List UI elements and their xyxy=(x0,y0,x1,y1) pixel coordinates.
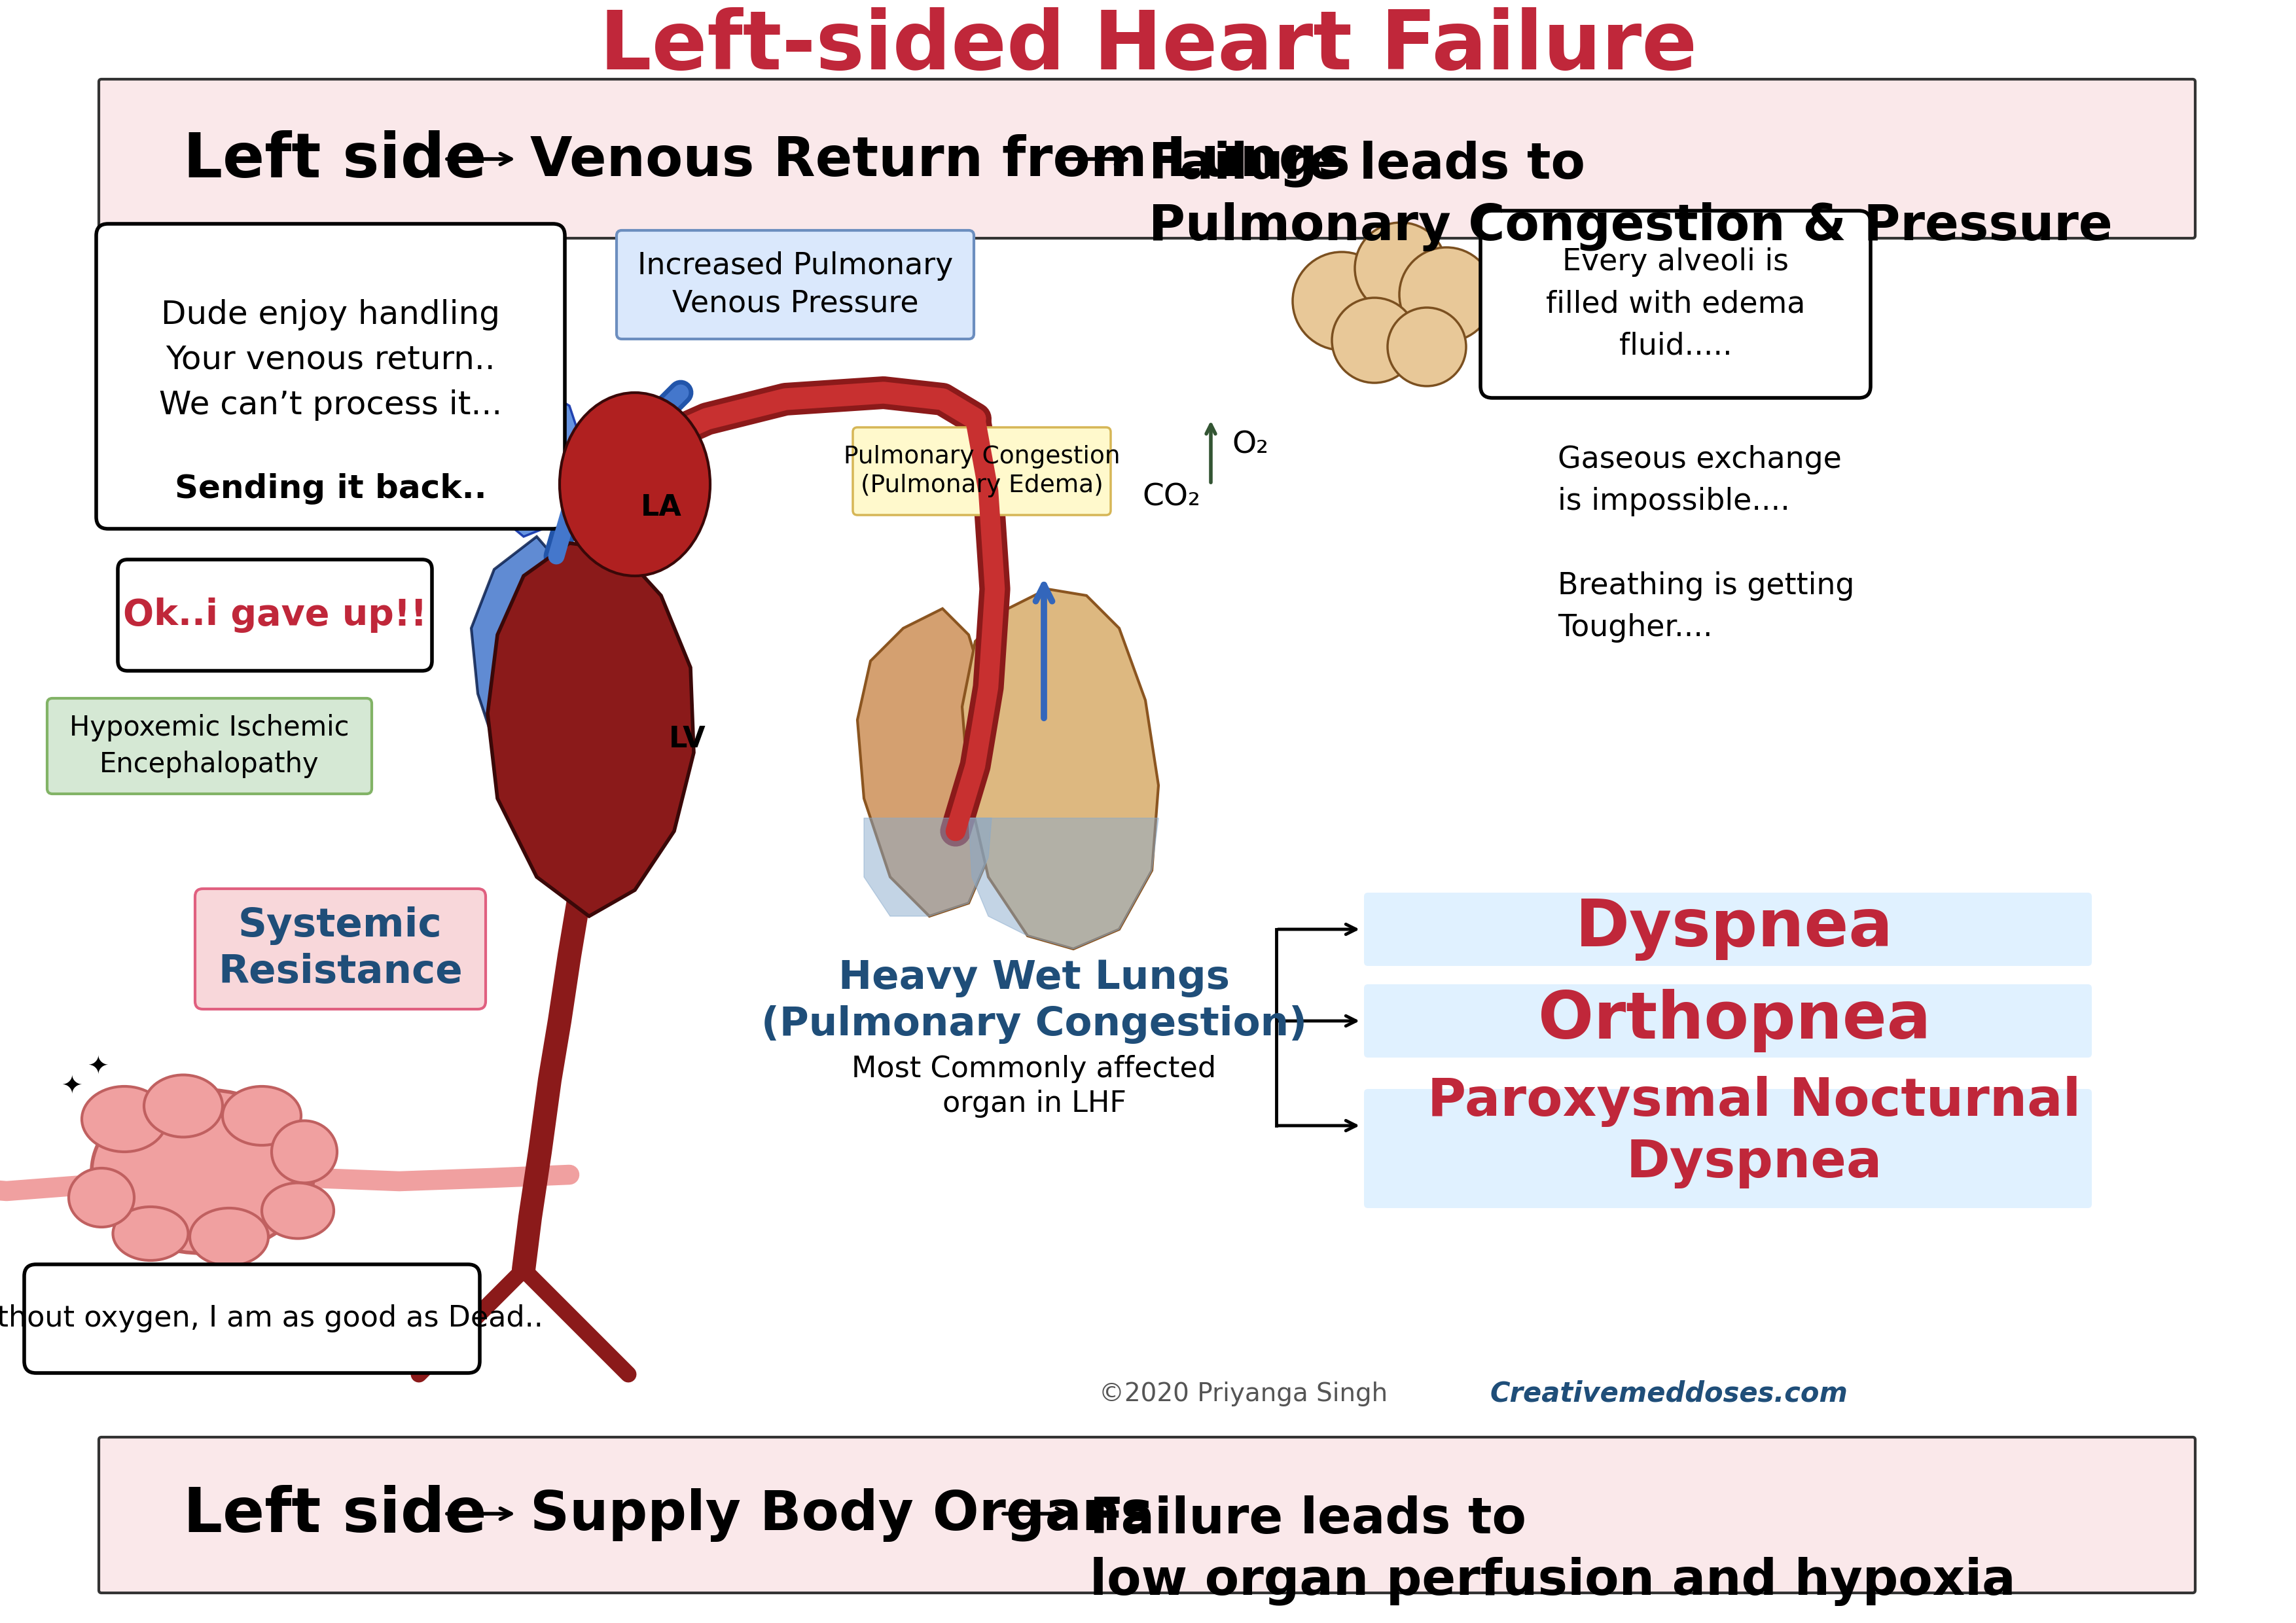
FancyBboxPatch shape xyxy=(618,230,974,339)
Text: Pulmonary Congestion
(Pulmonary Edema): Pulmonary Congestion (Pulmonary Edema) xyxy=(843,445,1120,498)
Ellipse shape xyxy=(145,1074,223,1138)
Polygon shape xyxy=(856,609,994,917)
Text: Dyspnea: Dyspnea xyxy=(1575,898,1894,961)
Polygon shape xyxy=(863,818,992,917)
Ellipse shape xyxy=(69,1169,133,1227)
Text: Sending it back..: Sending it back.. xyxy=(174,472,487,505)
Text: Increased Pulmonary
Venous Pressure: Increased Pulmonary Venous Pressure xyxy=(638,252,953,318)
Circle shape xyxy=(1398,247,1495,341)
FancyBboxPatch shape xyxy=(48,698,372,794)
FancyBboxPatch shape xyxy=(99,1436,2195,1592)
Ellipse shape xyxy=(83,1086,168,1152)
Text: Left-sided Heart Failure: Left-sided Heart Failure xyxy=(599,8,1697,86)
Text: Left side: Left side xyxy=(184,130,487,190)
FancyBboxPatch shape xyxy=(25,1264,480,1373)
Text: Every alveoli is
filled with edema
fluid.....: Every alveoli is filled with edema fluid… xyxy=(1545,248,1805,360)
Text: Supply Body Organs: Supply Body Organs xyxy=(530,1488,1153,1542)
Text: Paroxysmal Nocturnal
Dyspnea: Paroxysmal Nocturnal Dyspnea xyxy=(1428,1076,2080,1188)
Text: Without oxygen, I am as good as Dead..: Without oxygen, I am as good as Dead.. xyxy=(0,1305,544,1332)
Text: ©2020 Priyanga Singh: ©2020 Priyanga Singh xyxy=(1100,1381,1387,1407)
Ellipse shape xyxy=(262,1183,333,1238)
Text: LA: LA xyxy=(641,493,682,521)
FancyBboxPatch shape xyxy=(1364,984,2092,1058)
Polygon shape xyxy=(969,818,1159,949)
Text: Failure leads to
Pulmonary Congestion & Pressure: Failure leads to Pulmonary Congestion & … xyxy=(1148,141,2112,252)
Ellipse shape xyxy=(113,1208,188,1261)
Ellipse shape xyxy=(271,1121,338,1183)
Ellipse shape xyxy=(223,1086,301,1146)
Circle shape xyxy=(1387,308,1467,386)
FancyBboxPatch shape xyxy=(117,560,432,670)
Polygon shape xyxy=(464,386,583,537)
Text: Venous Return from Lungs: Venous Return from Lungs xyxy=(530,133,1350,187)
Text: LV: LV xyxy=(668,725,705,753)
Ellipse shape xyxy=(92,1089,315,1253)
Ellipse shape xyxy=(191,1208,269,1266)
Text: Left side: Left side xyxy=(184,1485,487,1545)
Text: Creativemeddoses.com: Creativemeddoses.com xyxy=(1490,1380,1848,1407)
Text: Orthopnea: Orthopnea xyxy=(1538,988,1931,1053)
Circle shape xyxy=(1332,297,1417,383)
Polygon shape xyxy=(471,537,583,799)
Text: Dude enjoy handling
Your venous return..
We can’t process it...: Dude enjoy handling Your venous return..… xyxy=(158,299,503,420)
FancyBboxPatch shape xyxy=(195,889,487,1010)
Circle shape xyxy=(1355,222,1446,315)
Text: Hypoxemic Ischemic
Encephalopathy: Hypoxemic Ischemic Encephalopathy xyxy=(69,714,349,777)
FancyBboxPatch shape xyxy=(1364,893,2092,966)
Text: Most Commonly affected
organ in LHF: Most Commonly affected organ in LHF xyxy=(852,1055,1217,1118)
Text: ✦: ✦ xyxy=(62,1074,83,1099)
FancyBboxPatch shape xyxy=(1481,211,1871,398)
Text: CO₂: CO₂ xyxy=(1143,482,1201,513)
FancyBboxPatch shape xyxy=(1364,1089,2092,1208)
Text: Heavy Wet Lungs
(Pulmonary Congestion): Heavy Wet Lungs (Pulmonary Congestion) xyxy=(762,959,1306,1044)
FancyBboxPatch shape xyxy=(852,427,1111,514)
Text: Systemic
Resistance: Systemic Resistance xyxy=(218,907,464,992)
Ellipse shape xyxy=(560,393,709,576)
Circle shape xyxy=(1293,252,1391,351)
Polygon shape xyxy=(487,544,693,917)
Text: Gaseous exchange
is impossible....

Breathing is getting
Tougher....: Gaseous exchange is impossible.... Breat… xyxy=(1557,445,1855,643)
FancyBboxPatch shape xyxy=(96,224,565,529)
Text: Ok..i gave up!!: Ok..i gave up!! xyxy=(124,597,427,633)
Text: O₂: O₂ xyxy=(1231,430,1267,459)
Text: Failure leads to
low organ perfusion and hypoxia: Failure leads to low organ perfusion and… xyxy=(1091,1495,2016,1607)
Polygon shape xyxy=(962,589,1159,949)
Text: ✦: ✦ xyxy=(87,1055,108,1079)
FancyBboxPatch shape xyxy=(99,80,2195,239)
